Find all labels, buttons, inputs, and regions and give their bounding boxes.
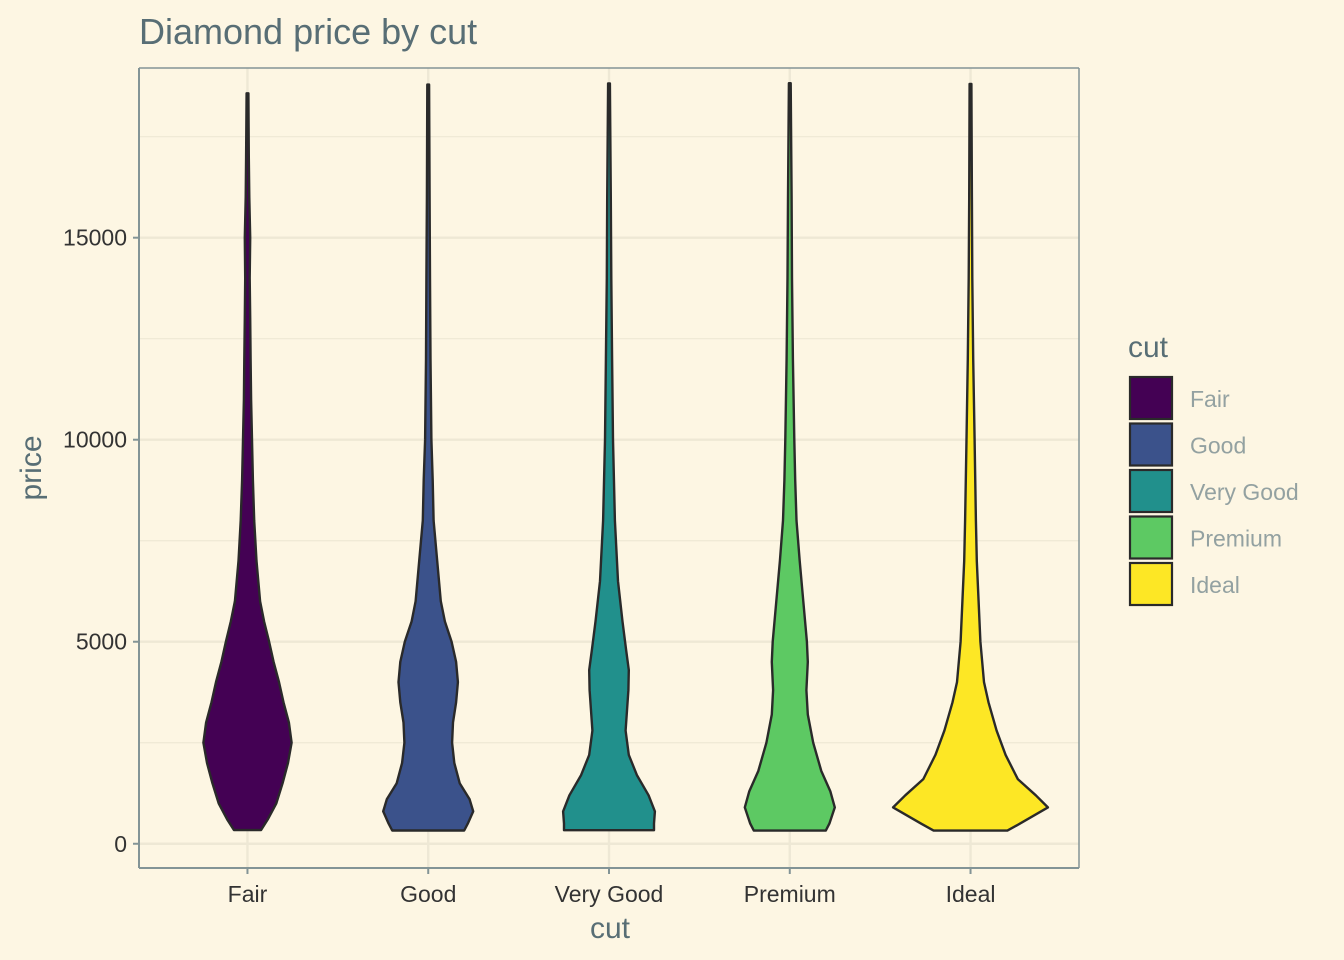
violins (202, 82, 1050, 832)
y-tick-label: 5000 (76, 629, 127, 655)
axes: 0 5000 10000 15000 Fair Good Very Good Premium I… (63, 67, 1080, 907)
legend-label: Good (1190, 433, 1246, 459)
violin-premium (743, 82, 836, 832)
x-tick-label: Ideal (946, 881, 996, 907)
legend-key (1128, 515, 1174, 560)
x-tick-label: Fair (228, 881, 268, 907)
legend-label: Fair (1190, 386, 1230, 412)
violin-ideal (891, 82, 1050, 832)
y-axis-title: price (15, 435, 48, 500)
legend-label: Ideal (1190, 572, 1240, 598)
x-tick-label: Good (400, 881, 456, 907)
legend-title: cut (1128, 331, 1169, 364)
legend-label: Very Good (1190, 479, 1299, 505)
legend-label: Premium (1190, 526, 1282, 552)
violin-fair (202, 92, 293, 832)
y-tick-label: 10000 (63, 427, 127, 453)
legend: cut Fair Good Very Good Premium Ideal (1128, 331, 1299, 607)
x-tick-label: Premium (744, 881, 836, 907)
x-axis-title: cut (590, 912, 631, 945)
violin-very-good (561, 82, 657, 832)
legend-key (1128, 561, 1174, 607)
chart-title: Diamond price by cut (139, 11, 477, 52)
legend-key (1128, 422, 1174, 467)
y-tick-label: 15000 (63, 225, 127, 251)
violin-good (382, 83, 475, 832)
x-tick-label: Very Good (555, 881, 664, 907)
legend-key (1128, 468, 1174, 514)
legend-key (1128, 375, 1174, 421)
y-tick-label: 0 (114, 831, 127, 857)
